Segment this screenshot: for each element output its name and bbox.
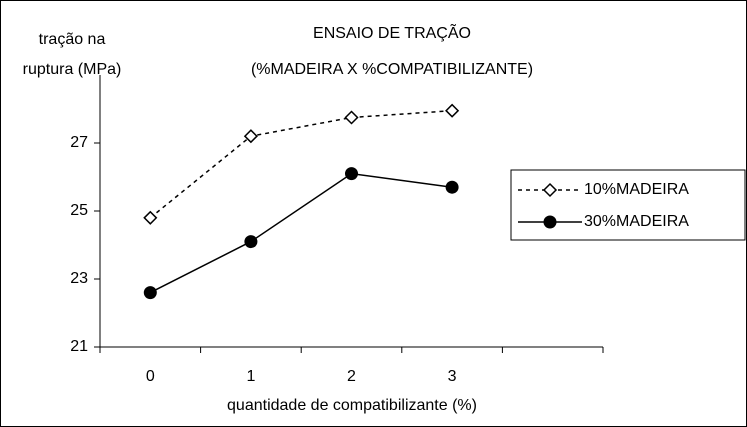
point xyxy=(445,180,459,194)
chart-title: (%MADEIRA X %COMPATIBILIZANTE) xyxy=(251,61,533,78)
point xyxy=(143,210,158,225)
y-tick-label: 23 xyxy=(70,270,88,287)
y-axis-label: tração na xyxy=(39,31,106,48)
y-tick-label: 25 xyxy=(70,202,88,219)
legend-label: 30%MADEIRA xyxy=(584,213,689,230)
x-axis-label: quantidade de compatibilizante (%) xyxy=(227,397,477,414)
y-axis-label: ruptura (MPa) xyxy=(23,61,122,78)
legend-label: 10%MADEIRA xyxy=(584,181,689,198)
point xyxy=(143,286,157,300)
legend-marker xyxy=(542,182,558,198)
chart-title: ENSAIO DE TRAÇÃO xyxy=(313,22,471,42)
point xyxy=(244,235,258,249)
series-line xyxy=(149,109,453,219)
series-line xyxy=(149,172,453,294)
y-tick-label: 27 xyxy=(70,134,88,151)
point xyxy=(445,103,460,118)
x-tick-label: 2 xyxy=(347,368,356,385)
x-tick-label: 0 xyxy=(146,368,155,385)
point xyxy=(243,129,258,144)
x-tick-label: 1 xyxy=(246,368,255,385)
x-tick-label: 3 xyxy=(448,368,457,385)
point xyxy=(344,110,359,125)
point xyxy=(345,167,358,181)
y-tick-label: 21 xyxy=(70,338,88,355)
legend-marker xyxy=(543,215,557,229)
